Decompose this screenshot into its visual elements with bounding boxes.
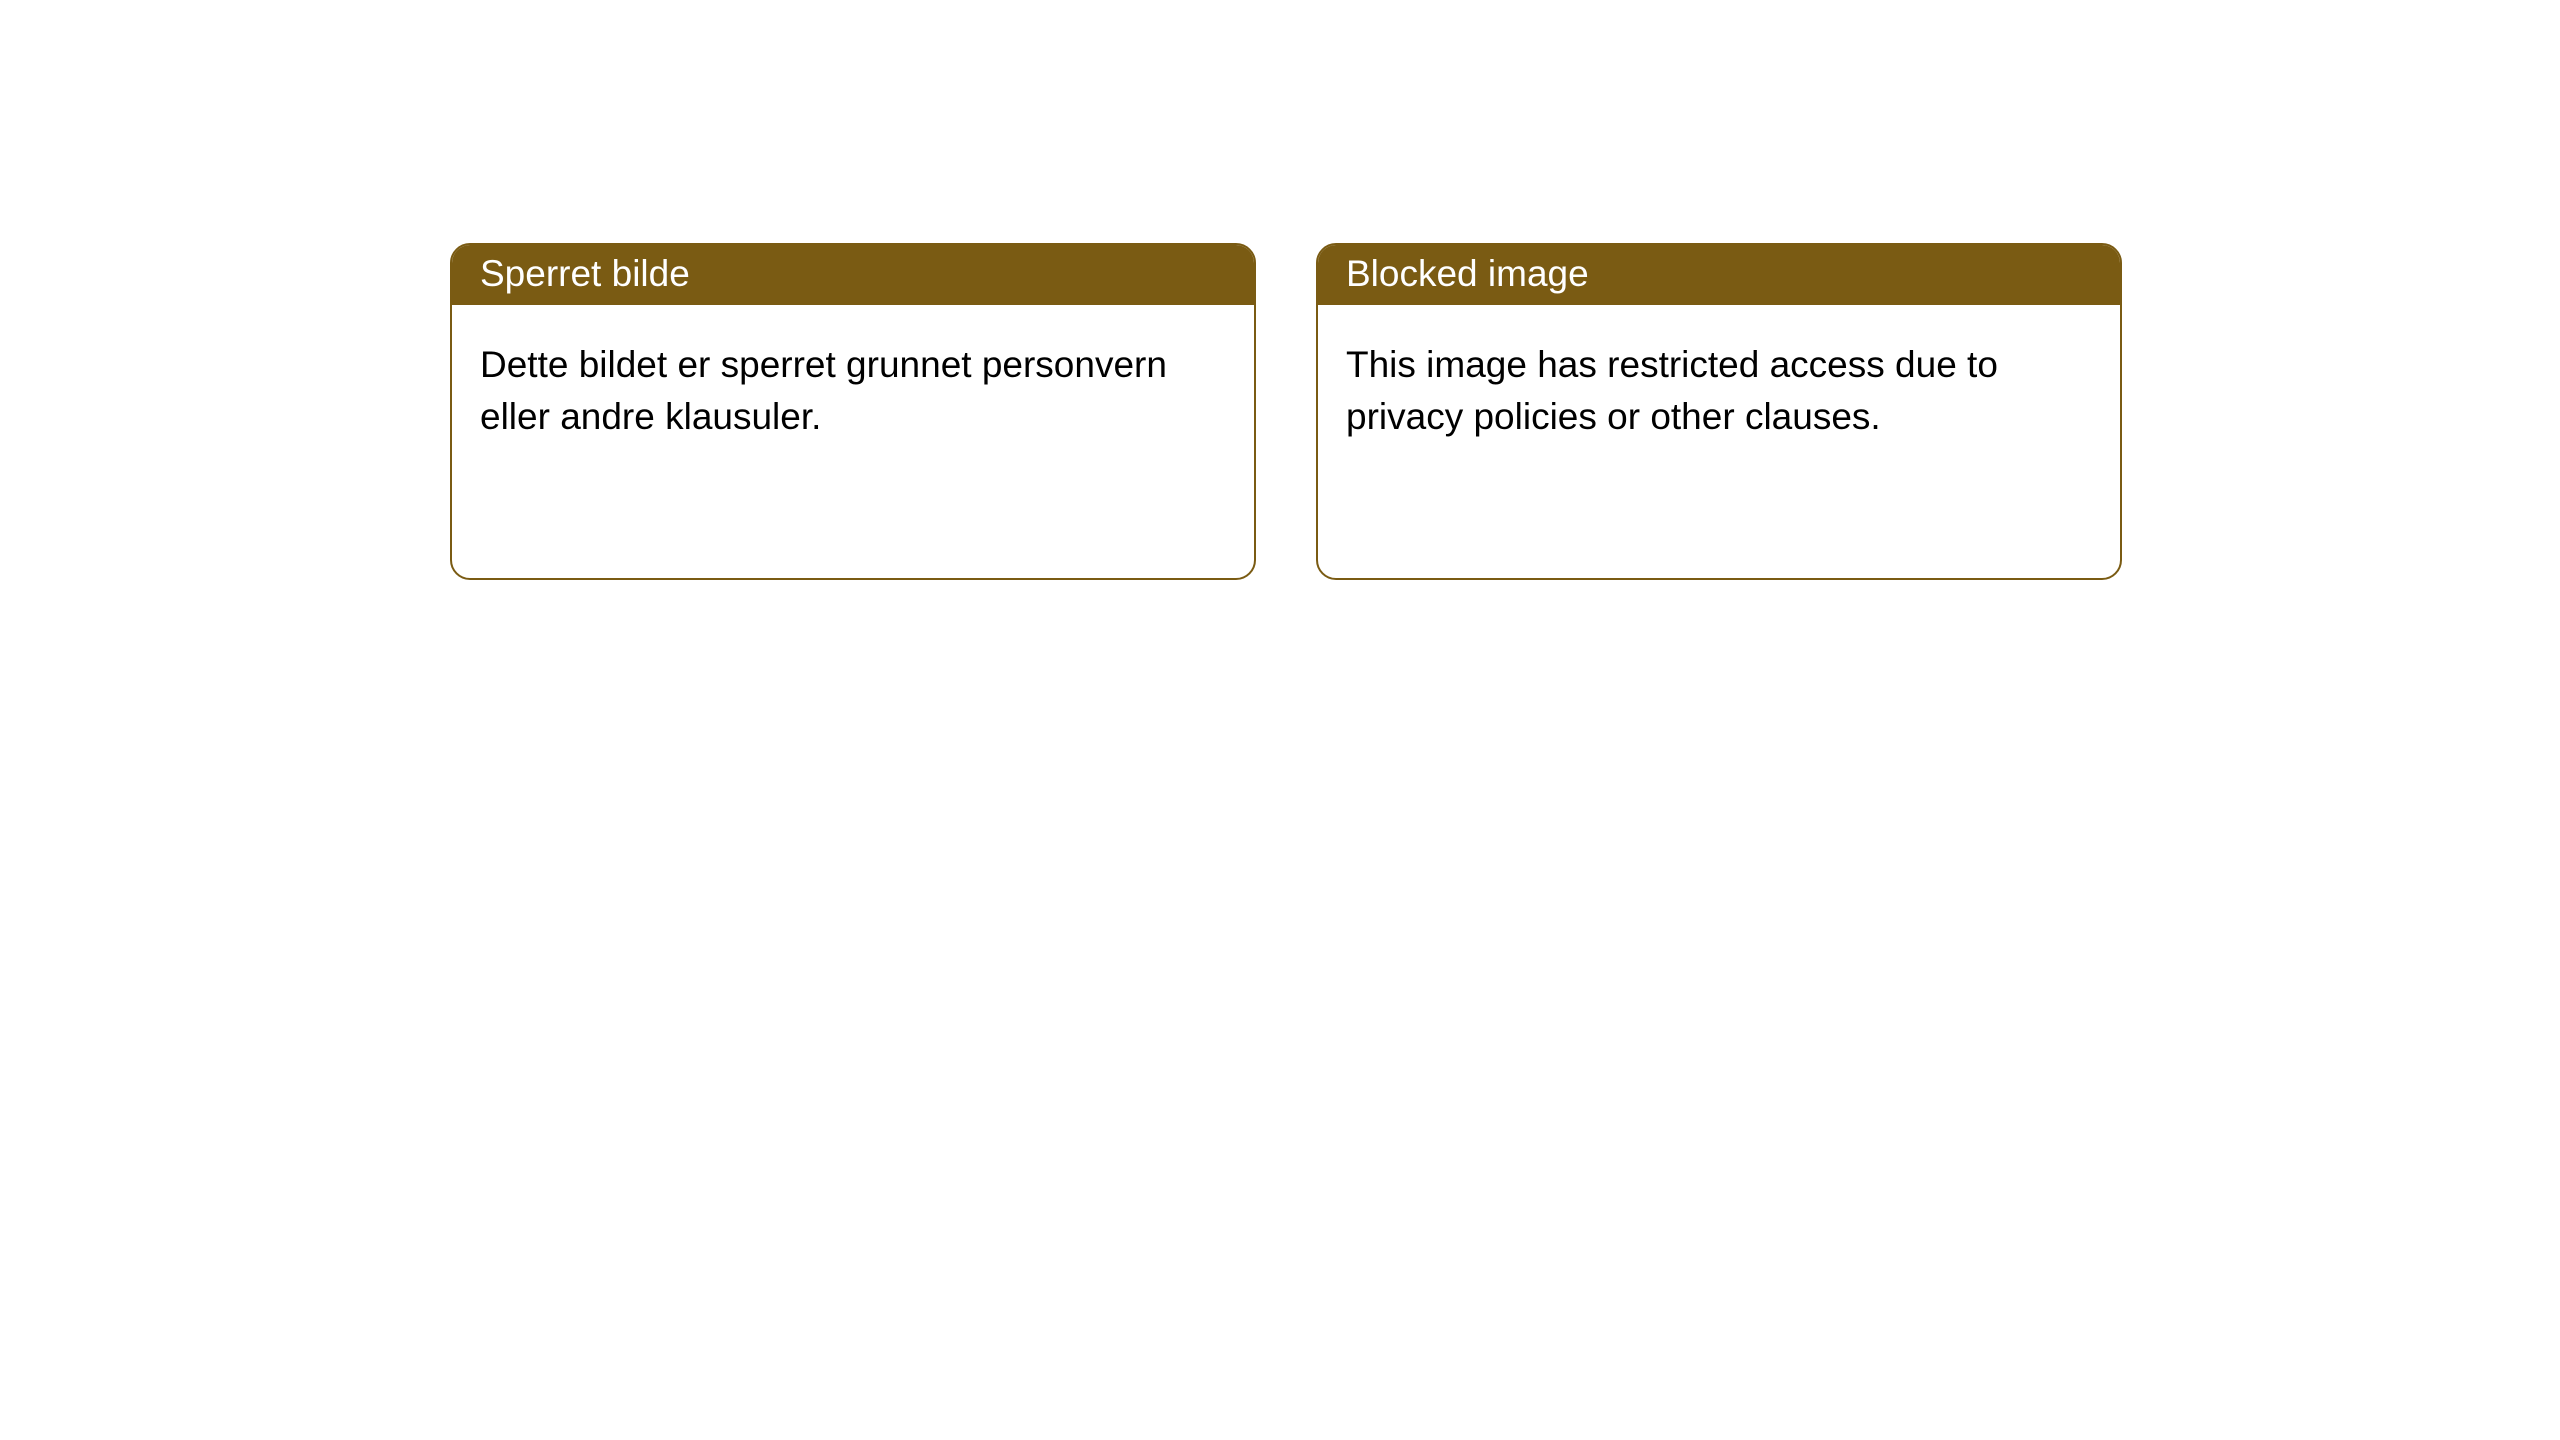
- notice-card-english: Blocked image This image has restricted …: [1316, 243, 2122, 580]
- notice-title: Blocked image: [1318, 245, 2120, 305]
- notice-body: This image has restricted access due to …: [1318, 305, 2120, 477]
- notice-body: Dette bildet er sperret grunnet personve…: [452, 305, 1254, 477]
- notices-container: Sperret bilde Dette bildet er sperret gr…: [0, 0, 2560, 580]
- notice-card-norwegian: Sperret bilde Dette bildet er sperret gr…: [450, 243, 1256, 580]
- notice-title: Sperret bilde: [452, 245, 1254, 305]
